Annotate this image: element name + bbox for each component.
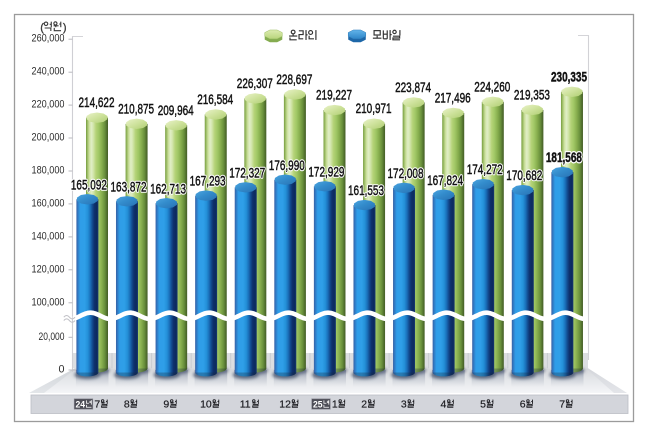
svg-text:6: 6 (520, 399, 526, 411)
svg-text:226,307: 226,307 (237, 76, 273, 91)
svg-text:228,697: 228,697 (276, 72, 312, 87)
svg-text:162,713: 162,713 (150, 181, 186, 196)
svg-text:20,000: 20,000 (39, 331, 65, 343)
svg-text:7: 7 (94, 399, 100, 411)
svg-text:160,000: 160,000 (32, 197, 65, 209)
svg-text:214,622: 214,622 (79, 95, 115, 110)
svg-text:167,293: 167,293 (190, 174, 226, 189)
svg-text:5: 5 (480, 399, 486, 411)
svg-text:12: 12 (279, 399, 291, 411)
svg-text:224,260: 224,260 (474, 79, 510, 94)
svg-text:): ) (63, 22, 67, 34)
svg-text:11: 11 (240, 399, 251, 411)
svg-text:100,000: 100,000 (32, 296, 65, 308)
svg-text:176,990: 176,990 (269, 158, 305, 173)
svg-text:230,335: 230,335 (551, 69, 587, 84)
svg-text:226,307: 226,307 (237, 76, 273, 91)
svg-text:(: ( (40, 22, 44, 34)
svg-text:0: 0 (59, 364, 65, 376)
svg-text:230,335: 230,335 (551, 69, 587, 84)
svg-text:172,327: 172,327 (229, 165, 265, 180)
svg-text:174,272: 174,272 (467, 162, 503, 177)
svg-text:8: 8 (124, 399, 130, 411)
svg-text:2: 2 (361, 399, 367, 411)
svg-text:165,092: 165,092 (71, 177, 107, 192)
svg-text:161,553: 161,553 (348, 183, 384, 198)
svg-text:260,000: 260,000 (32, 33, 65, 45)
svg-text:223,874: 223,874 (395, 80, 431, 95)
svg-text:172,008: 172,008 (388, 166, 424, 181)
svg-text:172,929: 172,929 (308, 164, 344, 179)
svg-text:1: 1 (332, 399, 338, 411)
svg-text:210,971: 210,971 (356, 101, 392, 116)
svg-text:170,682: 170,682 (506, 168, 542, 183)
svg-text:210,875: 210,875 (118, 101, 154, 116)
svg-text:120,000: 120,000 (32, 263, 65, 275)
svg-text:163,872: 163,872 (111, 179, 147, 194)
svg-text:167,293: 167,293 (190, 174, 226, 189)
svg-text:180,000: 180,000 (32, 165, 65, 177)
svg-text:210,971: 210,971 (356, 101, 392, 116)
svg-text:219,353: 219,353 (514, 87, 550, 102)
svg-text:162,713: 162,713 (150, 181, 186, 196)
svg-text:214,622: 214,622 (79, 95, 115, 110)
svg-text:219,227: 219,227 (316, 88, 352, 103)
svg-text:209,964: 209,964 (158, 103, 194, 118)
svg-text:181,568: 181,568 (546, 150, 582, 165)
svg-text:220,000: 220,000 (32, 99, 65, 111)
svg-text:3: 3 (401, 399, 407, 411)
svg-text:24: 24 (76, 399, 86, 409)
svg-text:219,227: 219,227 (316, 88, 352, 103)
svg-text:174,272: 174,272 (467, 162, 503, 177)
svg-text:209,964: 209,964 (158, 103, 194, 118)
svg-text:216,584: 216,584 (197, 92, 233, 107)
svg-text:176,990: 176,990 (269, 158, 305, 173)
svg-text:210,875: 210,875 (118, 101, 154, 116)
svg-text:172,008: 172,008 (388, 166, 424, 181)
svg-text:140,000: 140,000 (32, 230, 65, 242)
svg-text:4: 4 (441, 399, 447, 411)
svg-text:217,496: 217,496 (435, 90, 471, 105)
svg-text:170,682: 170,682 (506, 168, 542, 183)
svg-text:7: 7 (559, 399, 565, 411)
svg-text:223,874: 223,874 (395, 80, 431, 95)
svg-text:165,092: 165,092 (71, 177, 107, 192)
svg-text:240,000: 240,000 (32, 66, 65, 78)
svg-text:217,496: 217,496 (435, 90, 471, 105)
svg-text:9: 9 (163, 399, 169, 411)
svg-text:181,568: 181,568 (546, 150, 582, 165)
svg-text:219,353: 219,353 (514, 87, 550, 102)
svg-text:25: 25 (313, 399, 323, 409)
svg-text:161,553: 161,553 (348, 183, 384, 198)
svg-text:200,000: 200,000 (32, 132, 65, 144)
svg-text:228,697: 228,697 (276, 72, 312, 87)
svg-text:172,327: 172,327 (229, 165, 265, 180)
svg-text:163,872: 163,872 (111, 179, 147, 194)
svg-text:10: 10 (200, 399, 212, 411)
svg-text:167,824: 167,824 (427, 173, 463, 188)
svg-text:224,260: 224,260 (474, 79, 510, 94)
svg-text:172,929: 172,929 (308, 164, 344, 179)
svg-text:216,584: 216,584 (197, 92, 233, 107)
svg-text:167,824: 167,824 (427, 173, 463, 188)
